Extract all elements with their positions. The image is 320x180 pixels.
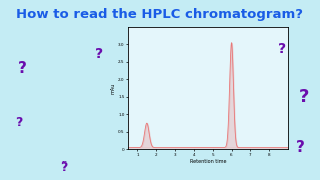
X-axis label: Retention time: Retention time	[190, 159, 226, 164]
Text: ?: ?	[18, 61, 27, 76]
Text: ?̃: ?̃	[60, 161, 68, 174]
Text: ?: ?	[15, 116, 23, 129]
Text: ?: ?	[296, 140, 305, 155]
Y-axis label: mAu: mAu	[111, 82, 116, 94]
Text: ?: ?	[277, 42, 286, 56]
Text: ?: ?	[299, 88, 309, 106]
Text: How to read the HPLC chromatogram?: How to read the HPLC chromatogram?	[17, 8, 303, 21]
Text: ?: ?	[95, 47, 103, 61]
